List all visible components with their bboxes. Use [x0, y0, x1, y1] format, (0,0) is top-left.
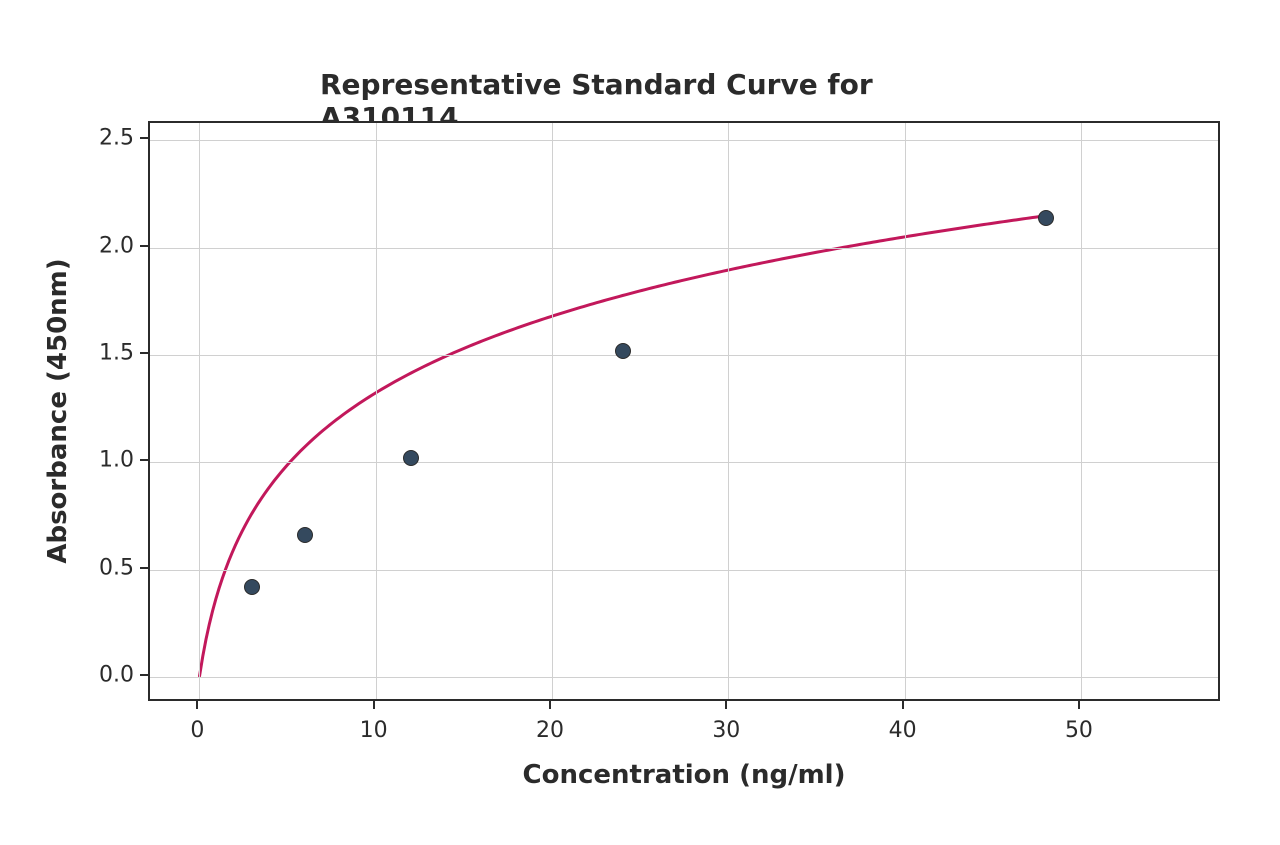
tick-mark-x: [196, 701, 198, 709]
tick-label-x: 30: [712, 718, 740, 743]
tick-mark-x: [725, 701, 727, 709]
data-point-marker: [244, 579, 260, 595]
tick-mark-y: [140, 352, 148, 354]
grid-line-vertical: [728, 123, 729, 699]
tick-mark-y: [140, 567, 148, 569]
grid-line-horizontal: [150, 140, 1218, 141]
tick-label-y: 0.0: [99, 663, 134, 688]
tick-mark-y: [140, 674, 148, 676]
grid-line-horizontal: [150, 570, 1218, 571]
grid-line-horizontal: [150, 677, 1218, 678]
tick-mark-x: [1078, 701, 1080, 709]
data-point-marker: [297, 527, 313, 543]
data-point-marker: [615, 343, 631, 359]
tick-label-x: 20: [536, 718, 564, 743]
tick-mark-x: [373, 701, 375, 709]
grid-line-vertical: [1081, 123, 1082, 699]
tick-label-x: 40: [889, 718, 917, 743]
axis-label-x: Concentration (ng/ml): [523, 760, 846, 790]
tick-mark-y: [140, 245, 148, 247]
tick-label-y: 1.5: [99, 341, 134, 366]
tick-mark-y: [140, 459, 148, 461]
tick-label-x: 10: [360, 718, 388, 743]
tick-label-y: 2.0: [99, 233, 134, 258]
data-point-marker: [1038, 210, 1054, 226]
axis-label-y: Absorbance (450nm): [43, 258, 73, 563]
grid-line-vertical: [376, 123, 377, 699]
grid-line-horizontal: [150, 248, 1218, 249]
tick-label-y: 1.0: [99, 448, 134, 473]
tick-label-x: 50: [1065, 718, 1093, 743]
tick-mark-x: [902, 701, 904, 709]
standard-curve-line: [150, 123, 1222, 703]
grid-line-vertical: [552, 123, 553, 699]
grid-line-vertical: [905, 123, 906, 699]
tick-label-x: 0: [190, 718, 204, 743]
data-point-marker: [403, 450, 419, 466]
tick-label-y: 0.5: [99, 555, 134, 580]
plot-area: [148, 121, 1220, 701]
grid-line-vertical: [199, 123, 200, 699]
chart-container: Representative Standard Curve for A31011…: [0, 0, 1280, 845]
tick-mark-x: [549, 701, 551, 709]
tick-label-y: 2.5: [99, 126, 134, 151]
grid-line-horizontal: [150, 355, 1218, 356]
grid-line-horizontal: [150, 462, 1218, 463]
tick-mark-y: [140, 137, 148, 139]
